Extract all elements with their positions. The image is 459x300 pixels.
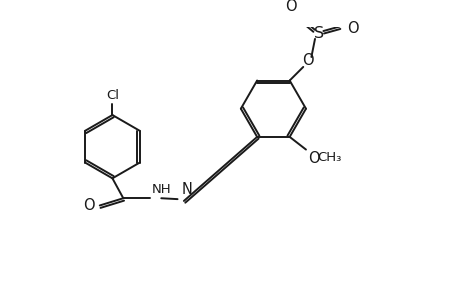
- Text: CH₃: CH₃: [316, 152, 341, 164]
- Text: O: O: [307, 152, 319, 166]
- Text: N: N: [181, 182, 191, 197]
- Text: S: S: [313, 26, 323, 41]
- Text: O: O: [346, 22, 358, 37]
- Text: Cl: Cl: [106, 89, 119, 102]
- Text: O: O: [301, 53, 313, 68]
- Text: O: O: [83, 198, 94, 213]
- Text: O: O: [285, 0, 296, 14]
- Text: NH: NH: [152, 183, 172, 196]
